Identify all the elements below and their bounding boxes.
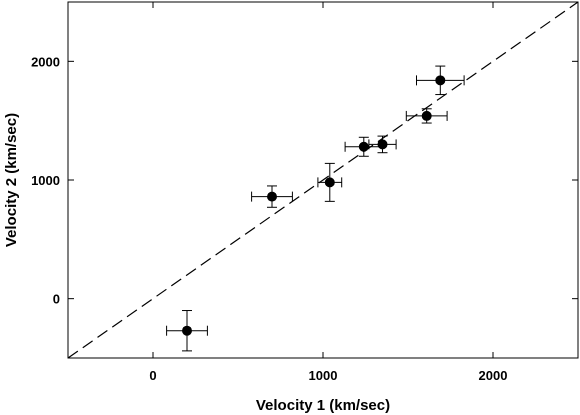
data-point: [317, 162, 343, 202]
data-marker: [182, 325, 192, 336]
data-point: [368, 135, 397, 154]
y-tick-label: 2000: [31, 54, 60, 69]
data-marker: [421, 110, 432, 121]
y-axis-ticks: 0 1000 2000: [31, 54, 578, 307]
data-point: [251, 185, 293, 208]
y-axis-title: Velocity 2 (km/sec): [3, 113, 20, 247]
reference-line: [67, 1, 579, 359]
data-marker: [267, 191, 277, 202]
data-marker: [435, 75, 446, 86]
data-marker: [324, 177, 335, 188]
y-tick-label: 0: [53, 292, 60, 307]
x-axis-ticks: 0 1000 2000: [149, 2, 507, 383]
x-tick-label: 0: [149, 368, 156, 383]
data-point: [166, 310, 208, 352]
data-marker: [377, 139, 388, 150]
y-tick-label: 1000: [31, 173, 60, 188]
x-tick-label: 2000: [479, 368, 508, 383]
data-point: [344, 136, 383, 157]
data-marker: [358, 141, 369, 152]
data-point: [405, 108, 448, 124]
data-points: [166, 65, 465, 352]
data-point: [416, 65, 465, 96]
x-tick-label: 1000: [309, 368, 338, 383]
x-axis-title: Velocity 1 (km/sec): [256, 397, 390, 414]
